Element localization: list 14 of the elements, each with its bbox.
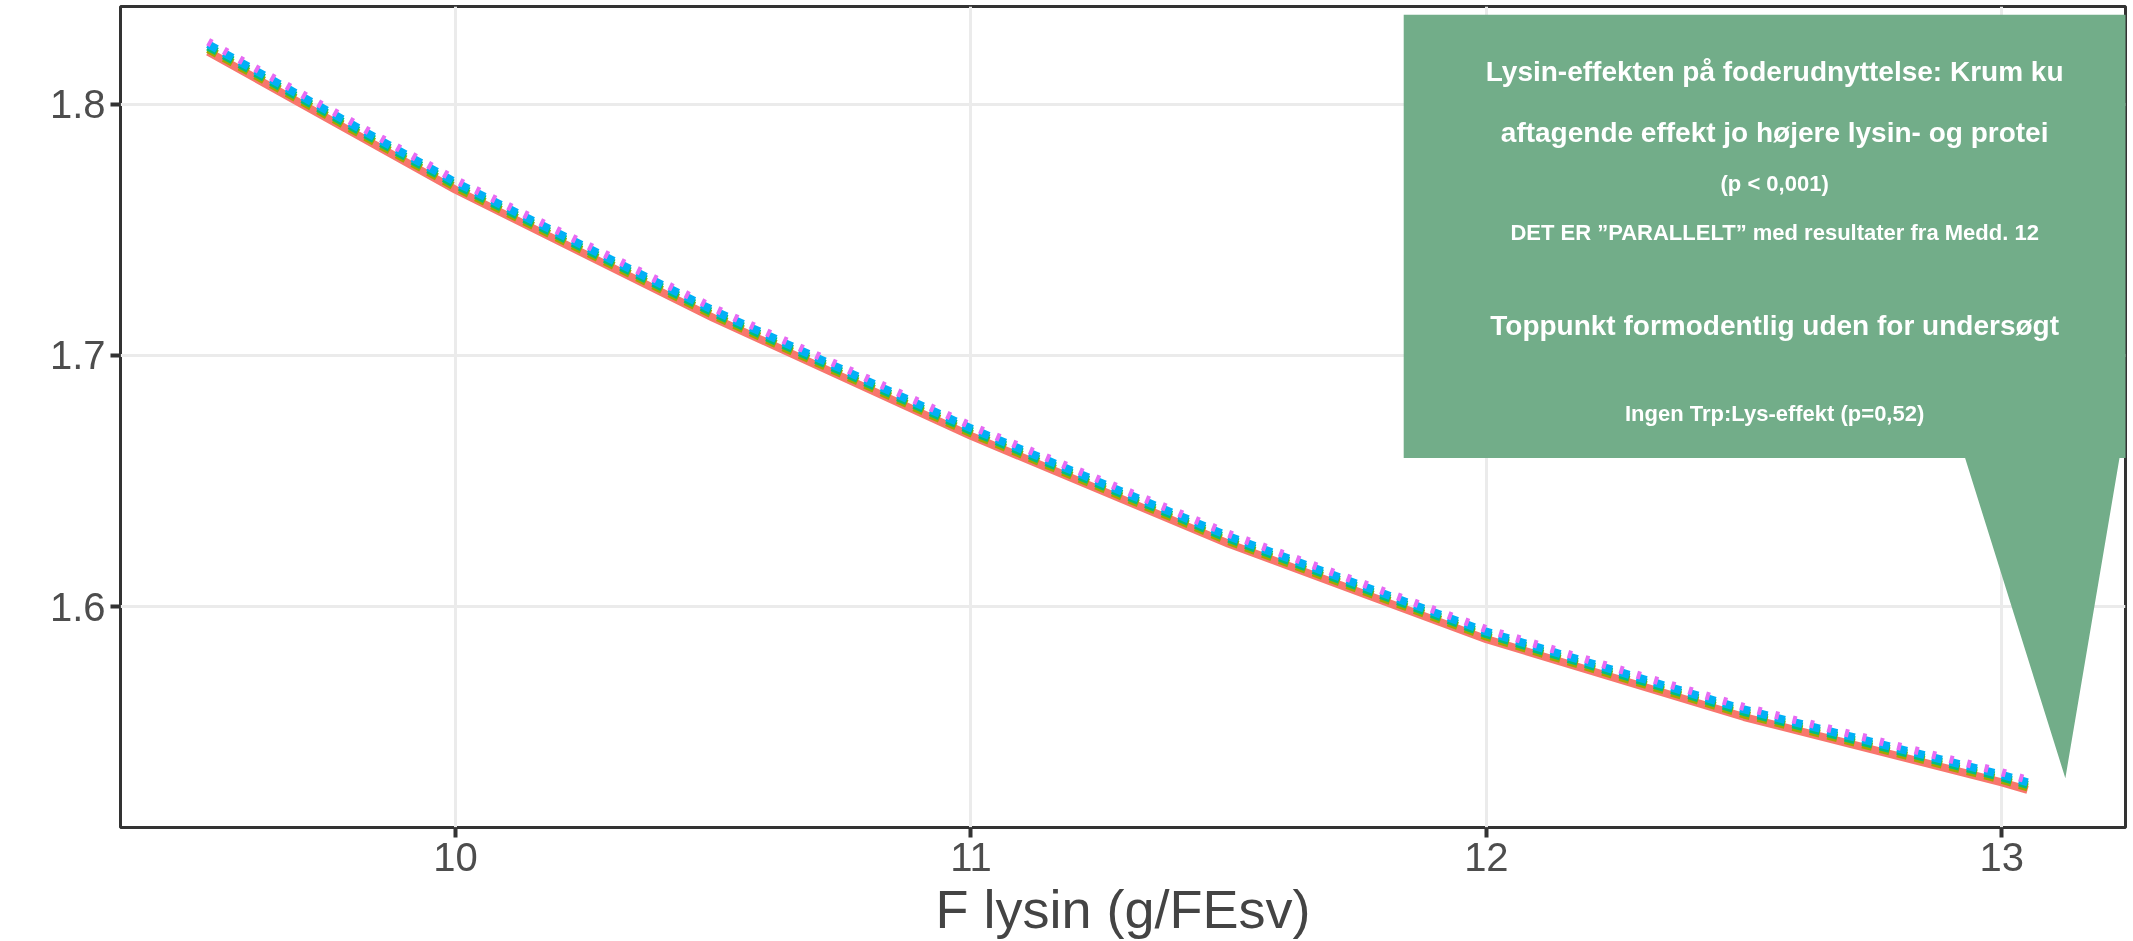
- x-tick-label: 10: [433, 834, 478, 879]
- annotation: DET ER ”PARALLELT” med resultater fra Medd. 12: [1510, 219, 2039, 245]
- annotation: aftagende effekt jo højere lysin- og protei: [1500, 117, 2049, 149]
- y-tick-label: 1.6: [49, 584, 106, 629]
- annotation: Toppunkt formodentlig uden for undersøgt: [1490, 310, 2060, 342]
- x-axis-title: F lysin (g/FEsv): [935, 878, 1311, 939]
- y-tick-label: 1.8: [49, 82, 106, 127]
- x-tick-label: 11: [950, 834, 992, 879]
- annotation: Lysin-effekten på foderudnyttelse: Krum ku: [1485, 55, 2064, 87]
- annotation: Ingen Trp:Lys-effekt (p=0,52): [1624, 400, 1925, 426]
- x-tick-label: 12: [1464, 834, 1509, 879]
- annotation: (p < 0,001): [1720, 170, 1829, 196]
- y-tick-label: 1.7: [49, 333, 106, 378]
- x-tick-label: 13: [1979, 834, 2025, 879]
